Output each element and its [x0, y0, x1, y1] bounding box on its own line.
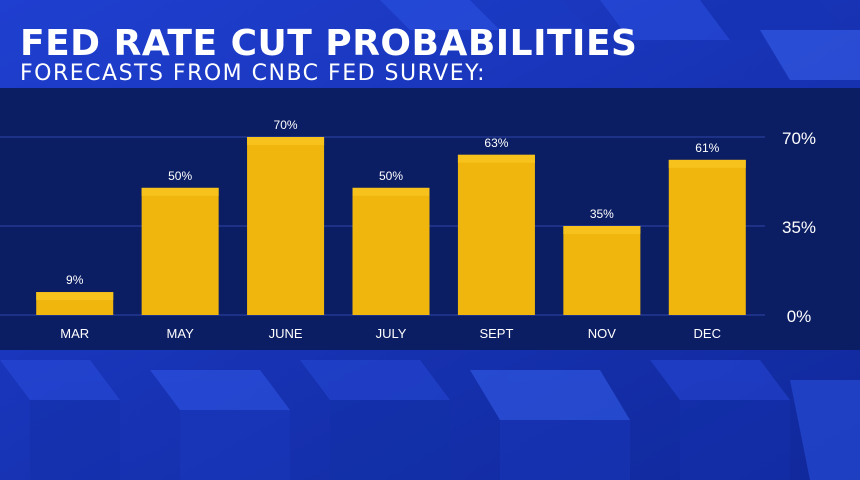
x-tick-label: NOV [588, 326, 617, 341]
bar-value-label: 50% [168, 169, 192, 183]
bar-chart: 0% 35% 70% 9% MAR 50% MAY 70% JUNE 50% JULY 63% SEPT… [0, 118, 816, 341]
bar-value-label: 50% [379, 169, 403, 183]
y-tick-label: 70% [782, 129, 816, 148]
y-tick-label: 0% [787, 307, 812, 326]
bar-value-label: 70% [274, 118, 298, 132]
bar-cap [668, 159, 746, 168]
bar [247, 137, 325, 315]
bar-value-label: 9% [66, 273, 84, 287]
x-tick-label: SEPT [479, 326, 513, 341]
y-tick-label: 35% [782, 218, 816, 237]
bar-cap [563, 226, 641, 234]
chart-subtitle: FORECASTS FROM CNBC FED SURVEY: [20, 61, 487, 86]
bar-cap [247, 137, 325, 145]
bar-cap [352, 187, 430, 196]
chart-panel: 0% 35% 70% 9% MAR 50% MAY 70% JUNE 50% JULY 63% SEPT… [0, 88, 860, 350]
chart-title: FED RATE CUT PROBABILITIES [20, 23, 638, 64]
bar [563, 226, 641, 315]
bar-value-label: 35% [590, 207, 614, 221]
x-tick-label: DEC [694, 326, 721, 341]
bar-cap [36, 292, 114, 301]
x-tick-label: JUNE [269, 326, 303, 341]
x-tick-label: JULY [376, 326, 407, 341]
bar [457, 154, 535, 315]
bar-value-label: 61% [695, 141, 719, 155]
bar [668, 159, 746, 315]
bar-value-label: 63% [484, 136, 508, 150]
x-tick-label: MAR [60, 326, 89, 341]
bar-cap [141, 187, 219, 196]
bar [352, 187, 430, 315]
bar-cap [457, 154, 535, 163]
x-tick-label: MAY [167, 326, 195, 341]
bar [141, 187, 219, 315]
